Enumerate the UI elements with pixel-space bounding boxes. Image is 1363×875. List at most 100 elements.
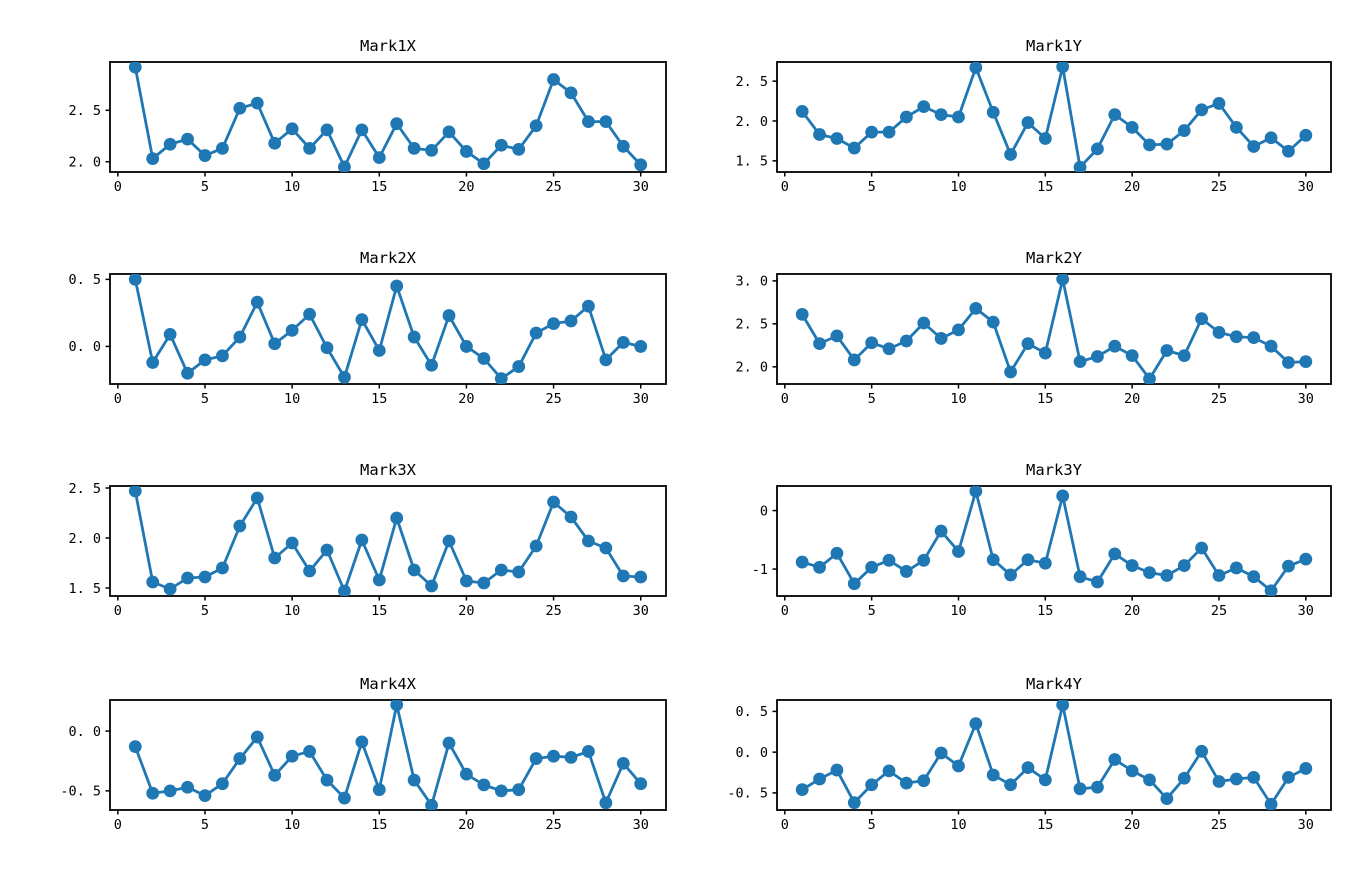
data-point [1056,62,1070,74]
x-tick-label: 25 [545,391,561,407]
data-point [1264,131,1278,145]
y-tick-label: 0. 0 [68,339,101,355]
data-point [616,139,630,153]
data-point [830,546,844,560]
y-tick-label: 2. 0 [68,531,101,547]
data-point [198,353,212,367]
x-tick-label: 25 [1211,817,1227,833]
data-point [1264,339,1278,353]
data-point [969,486,983,498]
data-point [1264,797,1278,810]
data-point [1021,337,1035,351]
x-tick-label: 25 [545,603,561,619]
data-point [547,317,560,331]
y-tick-label: 2. 5 [68,481,101,497]
data-point [355,533,369,547]
data-point [303,141,316,155]
data-point [442,736,456,750]
data-point [303,745,316,758]
data-point [338,791,351,805]
y-tick-label: 0. 0 [68,724,101,740]
data-point [1143,138,1156,152]
data-point [1021,116,1035,129]
chart-mark3y: Mark3Y 0 5 10 15 20 25 30 -1 0 [752,461,1332,619]
data-point [1299,128,1313,142]
data-point [198,789,212,803]
data-point [407,773,421,787]
data-point [547,73,560,86]
data-point [460,767,473,781]
data-point [1282,144,1295,158]
x-tick-label: 20 [1124,391,1140,407]
data-point [1056,274,1070,286]
data-point [512,142,526,156]
data-point [934,746,948,760]
x-tick-label: 15 [1037,603,1053,619]
data-point [795,555,809,569]
data-point [969,717,983,731]
data-point [425,798,438,810]
data-point [1160,792,1174,805]
data-point [303,307,316,321]
data-point [952,110,965,124]
data-point [564,86,578,100]
x-tick-label: 15 [371,603,387,619]
data-point [216,349,229,363]
data-point [494,138,508,152]
data-point [634,570,648,584]
x-tick-label: 30 [633,817,649,833]
data-point [917,774,931,788]
data-point [1264,584,1278,596]
data-point [1143,566,1156,579]
x-tick-label: 10 [284,179,300,195]
x-tick-label: 10 [950,179,966,195]
data-point [1004,778,1017,792]
data-point [477,352,491,365]
data-point [582,534,595,548]
data-point [355,123,369,137]
data-point [795,307,809,321]
data-point [128,486,142,498]
data-point [830,763,844,777]
x-tick-label: 20 [458,179,474,195]
data-point [1212,569,1226,582]
data-point [1125,764,1139,778]
data-point [547,495,560,509]
data-point [425,144,438,157]
data-point [163,137,177,151]
data-point [320,773,334,787]
axes-frame [776,699,1332,811]
data-point [1091,575,1104,589]
y-tick-label: -1 [752,562,768,578]
data-point [634,158,648,172]
data-point [425,358,438,372]
x-tick-label: 5 [201,179,209,195]
data-point [547,749,560,763]
y-tick-label: 2. 0 [735,114,768,130]
data-point [899,110,913,124]
x-tick-label: 15 [371,179,387,195]
x-tick-label: 10 [284,391,300,407]
data-series [795,486,1313,596]
data-point [1247,570,1261,584]
data-point [952,545,965,558]
data-point [847,353,861,367]
data-point [250,295,264,309]
data-point [250,96,264,110]
x-tick-label: 5 [868,179,876,195]
chart-title: Mark1X [360,37,417,55]
data-point [1299,552,1313,566]
data-point [512,360,526,373]
axes-frame [776,273,1332,385]
data-series [795,700,1313,810]
data-point [181,366,194,380]
data-point [494,372,508,384]
x-tick-label: 30 [1298,817,1314,833]
y-tick-label: -0. 5 [727,786,768,802]
data-point [407,563,421,577]
x-tick-label: 15 [371,817,387,833]
data-point [582,299,595,313]
data-series [795,62,1313,172]
data-point [512,565,526,579]
